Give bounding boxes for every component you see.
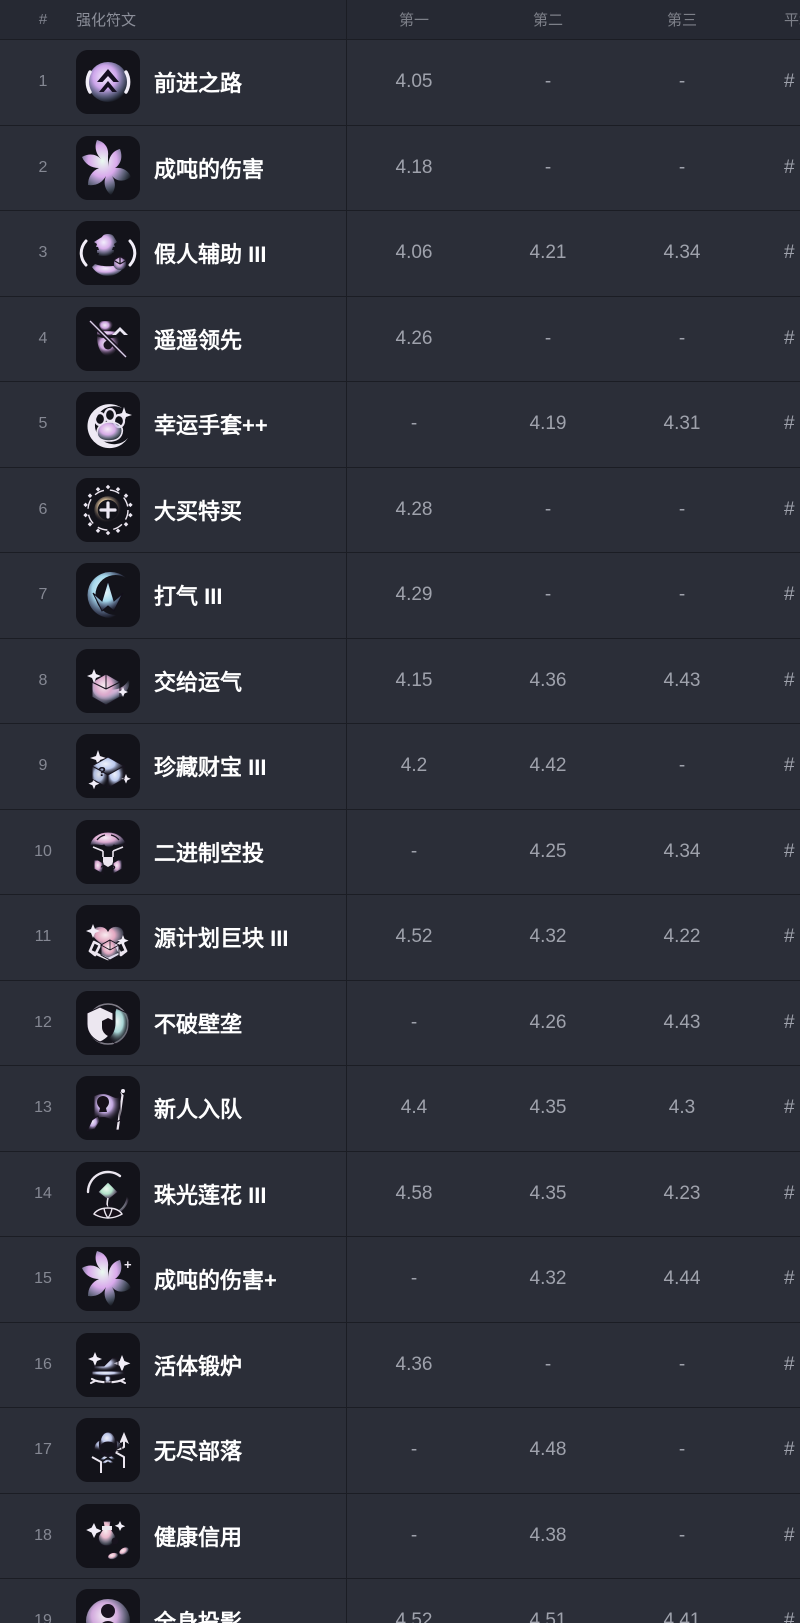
svg-text:?: ? <box>100 864 106 874</box>
svg-text:+: + <box>124 1257 132 1272</box>
svg-text:?: ? <box>110 864 116 874</box>
svg-text:?: ? <box>98 764 106 779</box>
